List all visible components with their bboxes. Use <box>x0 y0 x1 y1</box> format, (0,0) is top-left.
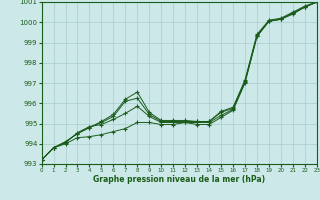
X-axis label: Graphe pression niveau de la mer (hPa): Graphe pression niveau de la mer (hPa) <box>93 175 265 184</box>
